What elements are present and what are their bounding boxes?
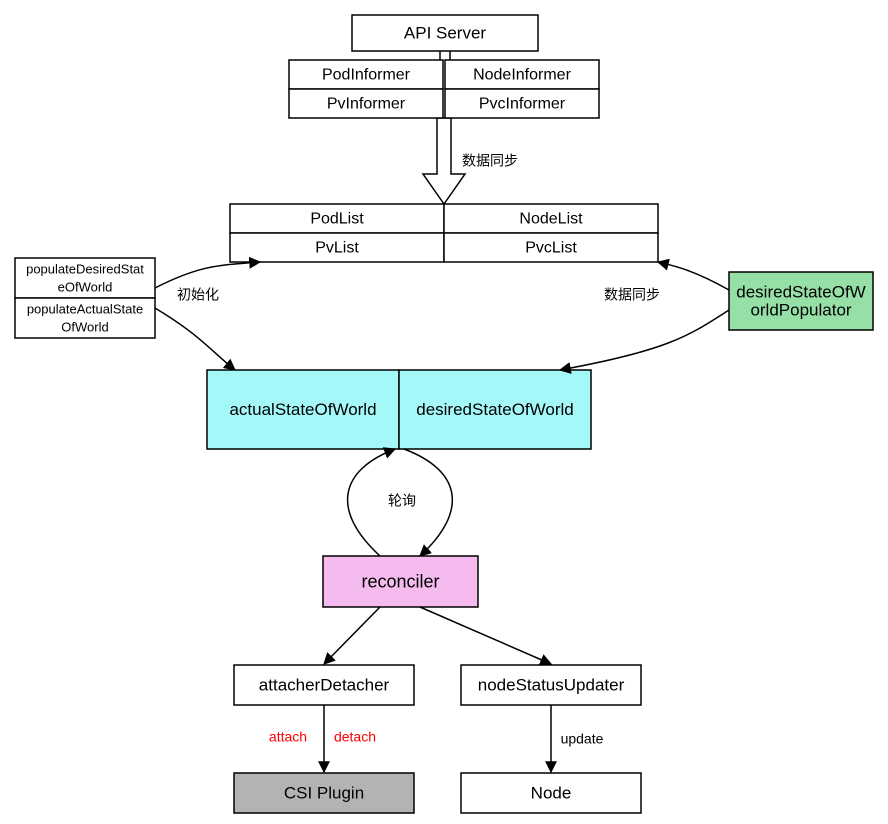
node-node: Node (461, 773, 641, 813)
node-label: NodeList (519, 211, 583, 228)
edge-label-data-sync-right: 数据同步 (604, 287, 660, 303)
node-label-line2: OfWorld (61, 319, 108, 334)
node-populate-desired: populateDesiredStat eOfWorld (15, 258, 155, 298)
node-desired-state: desiredStateOfWorld (399, 370, 591, 449)
node-pv-list: PvList (230, 233, 444, 262)
node-label: desiredStateOfWorld (416, 400, 573, 419)
node-node-informer: NodeInformer (445, 60, 599, 89)
edge-populate-to-state (155, 308, 235, 370)
node-label: PvcList (525, 240, 577, 257)
edge-populator-to-lists (658, 262, 729, 290)
node-label: API Server (404, 23, 487, 42)
node-label: reconciler (361, 571, 439, 591)
hollow-arrow-icon (423, 118, 465, 204)
node-label: CSI Plugin (284, 783, 364, 802)
node-label: NodeInformer (473, 67, 571, 84)
node-label: PvList (315, 240, 359, 257)
node-label-line1: desiredStateOfW (736, 282, 865, 301)
node-pv-informer: PvInformer (289, 89, 443, 118)
edge-label-update: update (561, 731, 604, 747)
node-label-line2: eOfWorld (58, 279, 113, 294)
node-label: attacherDetacher (259, 675, 390, 694)
node-label: Node (531, 783, 572, 802)
edge-populator-to-state (560, 310, 729, 370)
node-label: PvcInformer (479, 96, 566, 113)
node-label: actualStateOfWorld (229, 400, 376, 419)
node-reconciler: reconciler (323, 556, 478, 607)
node-label-line1: populateActualState (27, 301, 143, 316)
diagram-canvas: API Server PodInformer NodeInformer PvInfor… (0, 0, 888, 824)
edge-label-poll: 轮询 (388, 493, 416, 509)
node-node-list: NodeList (444, 204, 658, 233)
edge-reconciler-to-updater (420, 607, 551, 664)
edge-reconciler-to-attacher (324, 607, 380, 664)
node-desired-populator: desiredStateOfWorldPopulator (729, 272, 873, 330)
edge-label-init: 初始化 (177, 287, 219, 303)
node-label: PvInformer (327, 96, 406, 113)
node-label: PodInformer (322, 67, 411, 84)
node-pvc-list: PvcList (444, 233, 658, 262)
node-csi-plugin: CSI Plugin (234, 773, 414, 813)
node-pod-list: PodList (230, 204, 444, 233)
node-attacher-detacher: attacherDetacher (234, 665, 414, 705)
node-populate-actual: populateActualState OfWorld (15, 298, 155, 338)
node-label: PodList (310, 211, 364, 228)
edge-label-attach: attach (269, 729, 307, 745)
node-pvc-informer: PvcInformer (445, 89, 599, 118)
node-actual-state: actualStateOfWorld (207, 370, 399, 449)
node-node-status-updater: nodeStatusUpdater (461, 665, 641, 705)
node-label: nodeStatusUpdater (478, 675, 625, 694)
node-label-line1: populateDesiredStat (26, 261, 144, 276)
node-label-line2: orldPopulator (750, 300, 851, 319)
node-pod-informer: PodInformer (289, 60, 443, 89)
edge-label-detach: detach (334, 729, 376, 745)
edge-label-data-sync-top: 数据同步 (462, 153, 518, 169)
node-api-server: API Server (352, 15, 538, 51)
edge-populate-to-lists (155, 262, 260, 288)
